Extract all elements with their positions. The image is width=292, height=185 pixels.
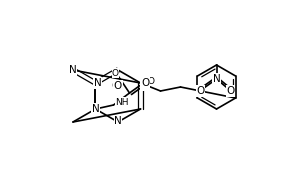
Text: N: N (114, 116, 122, 126)
Text: O: O (197, 86, 205, 96)
Text: N: N (141, 80, 148, 90)
Text: O: O (226, 86, 235, 96)
Text: O: O (114, 81, 122, 91)
Text: NH: NH (115, 97, 129, 107)
Text: N: N (213, 74, 220, 84)
Text: O: O (147, 77, 154, 85)
Text: N: N (94, 78, 101, 88)
Text: N: N (69, 65, 77, 75)
Text: O: O (112, 81, 120, 91)
Text: O: O (141, 78, 150, 88)
Text: N: N (92, 104, 99, 114)
Text: O: O (112, 68, 119, 78)
